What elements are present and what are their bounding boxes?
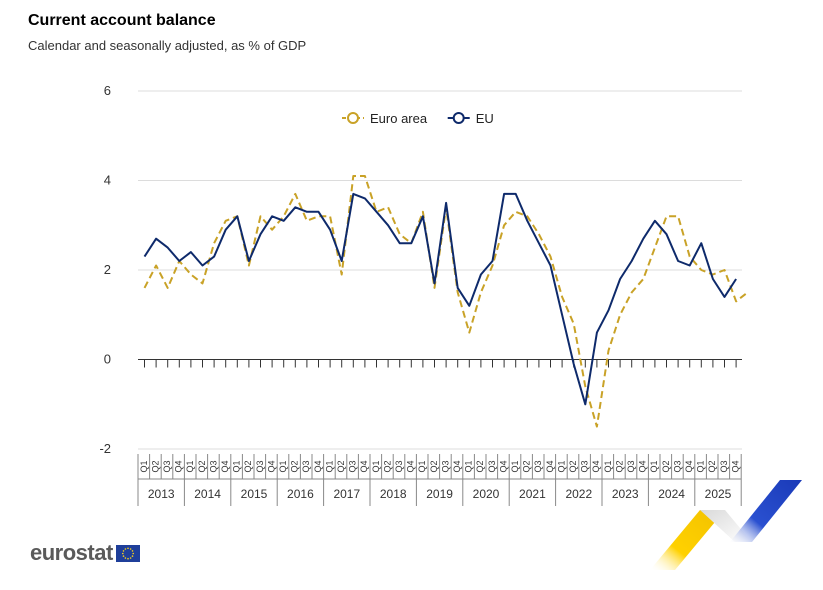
quarter-label: Q2: [290, 460, 300, 472]
quarter-label: Q1: [649, 460, 659, 472]
eurostat-logo: eurostat: [30, 540, 140, 566]
year-label: 2019: [426, 487, 453, 501]
y-tick-label: 2: [104, 262, 111, 277]
legend-label: Euro area: [370, 111, 428, 126]
quarter-label: Q4: [313, 460, 323, 472]
year-label: 2023: [612, 487, 639, 501]
y-tick-label: 0: [104, 352, 111, 367]
quarter-label: Q4: [406, 460, 416, 472]
quarter-label: Q1: [510, 460, 520, 472]
quarter-label: Q4: [174, 460, 184, 472]
quarter-label: Q2: [429, 460, 439, 472]
quarter-label: Q4: [638, 460, 648, 472]
quarter-label: Q2: [336, 460, 346, 472]
eu-flag-icon: [115, 544, 140, 562]
quarter-label: Q2: [661, 460, 671, 472]
quarter-label: Q2: [197, 460, 207, 472]
flag-star: [126, 547, 129, 549]
quarter-label: Q1: [696, 460, 706, 472]
quarter-label: Q2: [614, 460, 624, 472]
quarter-label: Q2: [568, 460, 578, 472]
flag-star: [126, 557, 129, 559]
flag-star: [129, 556, 132, 559]
flag-star: [122, 554, 125, 557]
flag-star: [132, 552, 134, 554]
quarter-label: Q4: [498, 460, 508, 472]
quarter-label: Q3: [533, 460, 543, 472]
quarter-label: Q2: [382, 460, 392, 472]
legend-marker: [347, 112, 359, 124]
quarter-label: Q1: [464, 460, 474, 472]
quarter-label: Q3: [440, 460, 450, 472]
legend-marker: [452, 112, 465, 124]
quarter-label: Q1: [324, 460, 334, 472]
quarter-label: Q4: [452, 460, 462, 472]
y-tick-label: 6: [104, 83, 111, 98]
quarter-label: Q4: [591, 460, 601, 472]
logo-text: eurostat: [30, 540, 113, 565]
quarter-label: Q1: [185, 460, 195, 472]
year-label: 2018: [380, 487, 407, 501]
quarter-label: Q3: [208, 460, 218, 472]
quarter-label: Q4: [220, 460, 230, 472]
y-tick-label: 4: [104, 173, 111, 188]
legend-item: EU: [447, 111, 494, 126]
year-label: 2015: [241, 487, 268, 501]
year-label: 2016: [287, 487, 314, 501]
year-label: 2021: [519, 487, 546, 501]
quarter-label: Q1: [556, 460, 566, 472]
quarter-label: Q3: [301, 460, 311, 472]
quarter-label: Q2: [243, 460, 253, 472]
quarter-label: Q3: [348, 460, 358, 472]
quarter-label: Q3: [719, 460, 729, 472]
quarter-label: Q1: [603, 460, 613, 472]
flag-star: [121, 552, 124, 554]
year-label: 2024: [658, 487, 685, 501]
year-label: 2013: [148, 487, 175, 501]
quarter-label: Q1: [278, 460, 288, 472]
quarter-label: Q1: [371, 460, 381, 472]
series-line-eu: [143, 192, 737, 406]
legend-label: EU: [476, 111, 494, 126]
year-label: 2022: [565, 487, 592, 501]
year-label: 2017: [333, 487, 360, 501]
quarter-label: Q1: [232, 460, 242, 472]
flag-star: [131, 554, 134, 557]
flag-star: [122, 549, 125, 552]
quarter-label: Q3: [487, 460, 497, 472]
quarter-label: Q3: [394, 460, 404, 472]
quarter-label: Q4: [730, 460, 740, 472]
legend: Euro area EU: [342, 111, 494, 126]
year-label: 2020: [473, 487, 500, 501]
quarter-label: Q1: [417, 460, 427, 472]
flag-star: [129, 547, 132, 550]
chart-title: Current account balance: [28, 12, 216, 29]
flag-star: [124, 547, 126, 550]
flag-star: [124, 556, 126, 559]
quarter-label: Q3: [162, 460, 172, 472]
decorative-chevron-graphic: [650, 480, 802, 570]
quarter-label: Q3: [626, 460, 636, 472]
quarter-label: Q3: [255, 460, 265, 472]
quarter-label: Q1: [139, 460, 149, 472]
year-label: 2014: [194, 487, 221, 501]
quarter-label: Q4: [545, 460, 555, 472]
quarter-label: Q4: [359, 460, 369, 472]
flag-star: [131, 549, 134, 552]
series-line-euro-area: [143, 175, 749, 428]
quarter-label: Q4: [266, 460, 276, 472]
quarter-label: Q2: [150, 460, 160, 472]
quarter-label: Q2: [707, 460, 717, 472]
y-tick-label: -2: [99, 441, 111, 456]
year-label: 2025: [705, 487, 732, 501]
quarter-label: Q3: [580, 460, 590, 472]
quarter-label: Q2: [522, 460, 532, 472]
legend-item: Euro area: [342, 111, 428, 126]
quarter-label: Q2: [475, 460, 485, 472]
quarter-label: Q4: [684, 460, 694, 472]
chart-subtitle: Calendar and seasonally adjusted, as % o…: [28, 38, 307, 53]
quarter-label: Q3: [672, 460, 682, 472]
